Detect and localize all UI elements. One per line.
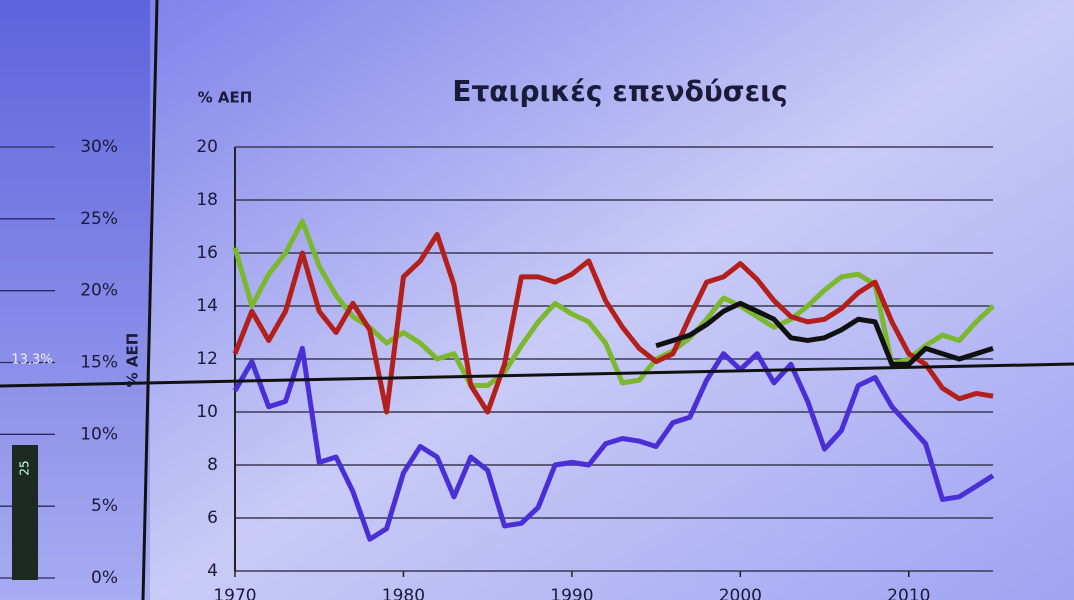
x-tick-label: 1970	[213, 586, 256, 600]
screen-line	[0, 362, 1074, 388]
x-tick-label: 1980	[382, 586, 425, 600]
y-tick-label: 15%	[80, 353, 118, 373]
partial-bar	[12, 445, 38, 580]
line-series	[232, 231, 994, 415]
y-tick-label: 0%	[91, 568, 118, 588]
y-tick-label: 4	[207, 561, 218, 581]
y-tick-label: 18	[196, 190, 218, 210]
y-tick-label: 8	[207, 455, 218, 475]
y-tick-label: 16	[196, 243, 218, 263]
y-unit: % ΑΕΠ	[198, 89, 253, 107]
x-tick-label: 1990	[550, 586, 593, 600]
y-tick-label: 30%	[80, 137, 118, 157]
line-series	[655, 300, 994, 367]
main-panel	[150, 0, 1074, 600]
line-series	[232, 345, 995, 542]
y-tick-label: 6	[207, 508, 218, 528]
y-tick-label: 10	[196, 402, 218, 422]
annotation: 25	[18, 460, 32, 475]
line-series	[232, 218, 995, 388]
y-tick-label: 12	[196, 349, 218, 369]
x-tick-label: 2000	[719, 586, 762, 600]
chart-title: Εταιρικές επενδύσεις	[452, 75, 787, 108]
y-tick-label: 10%	[80, 424, 118, 444]
y-tick-label: 20%	[80, 281, 118, 301]
x-tick-label: 2010	[887, 586, 930, 600]
y-tick-label: 5%	[91, 496, 118, 516]
y-tick-label: 25%	[80, 209, 118, 229]
y-tick-label: 20	[196, 137, 218, 157]
y-tick-label: 14	[196, 296, 218, 316]
y-axis-label: % ΑΕΠ	[124, 333, 142, 388]
annotation: 13,3%	[11, 353, 52, 368]
divider	[141, 0, 159, 600]
